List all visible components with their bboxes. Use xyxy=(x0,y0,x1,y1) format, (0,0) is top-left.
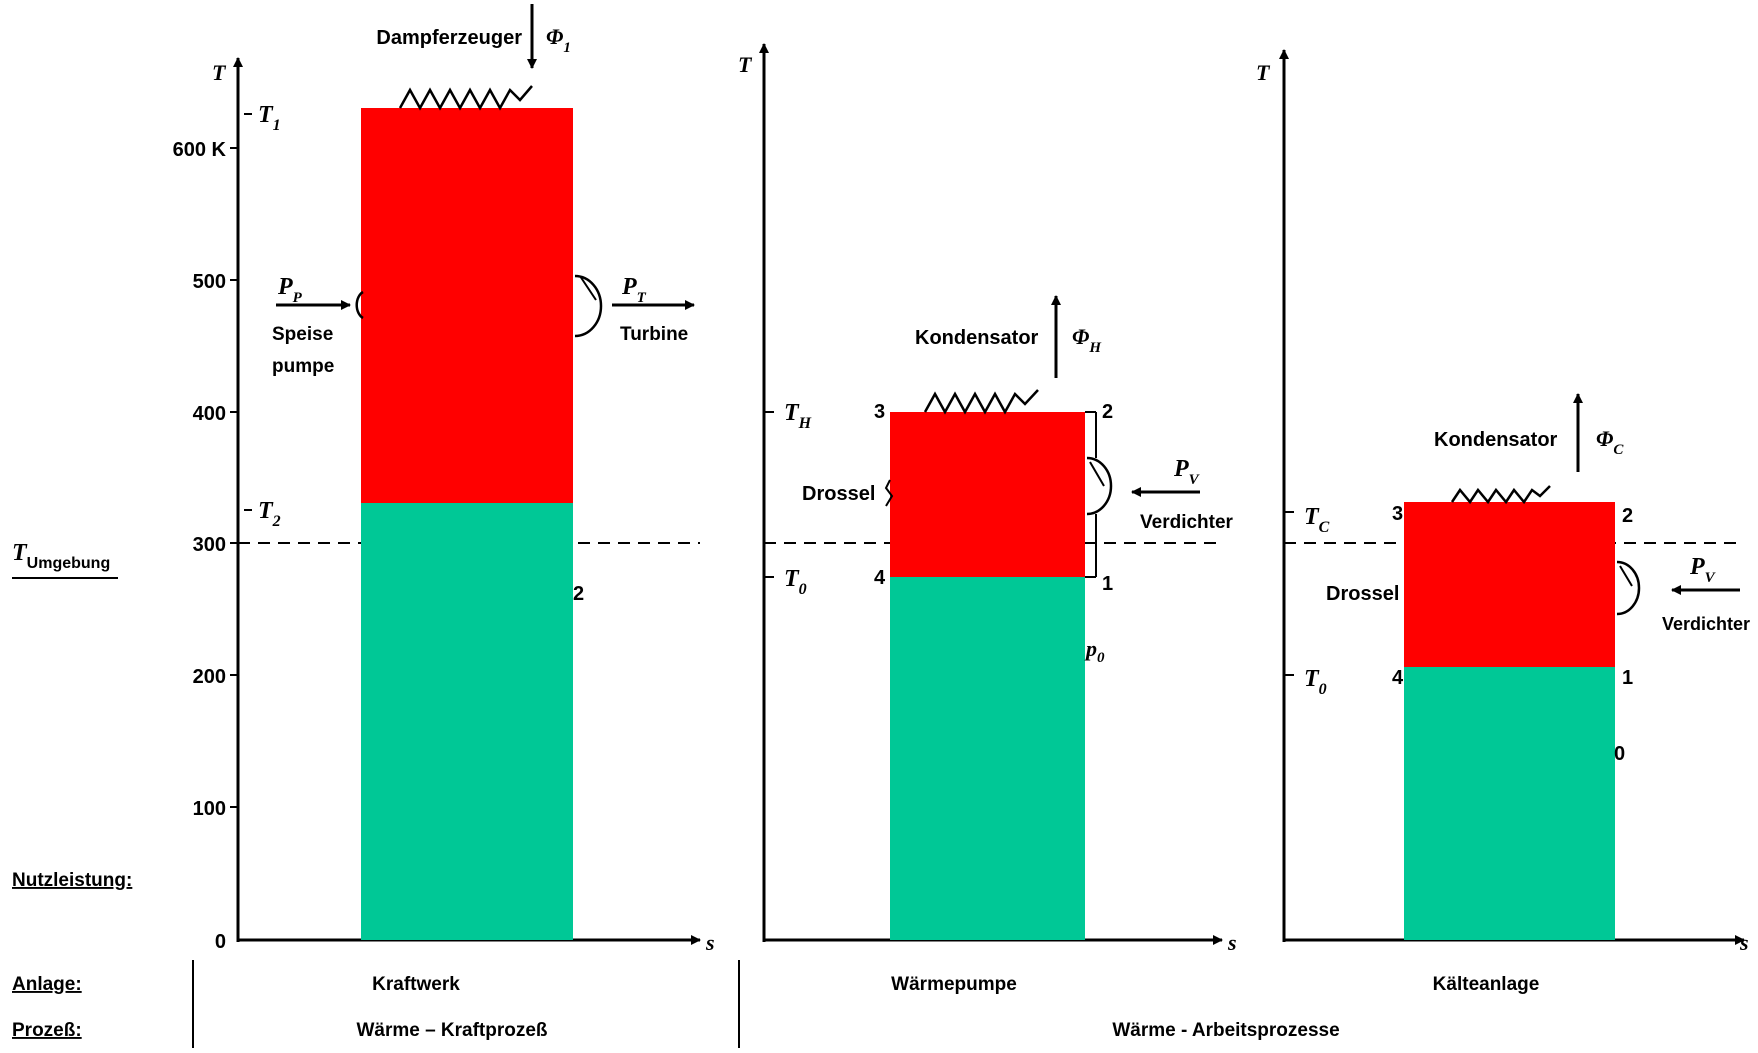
bar-red xyxy=(1404,502,1615,667)
y-tick-label: 300 xyxy=(193,534,226,556)
pt-label: PT xyxy=(621,274,647,306)
bar-red xyxy=(361,108,573,503)
t1-label: T1 xyxy=(258,102,281,134)
pp-label: PP xyxy=(277,274,303,306)
t-axis-label: T xyxy=(1256,60,1271,85)
condenser-label: Kondensator xyxy=(915,327,1039,349)
t-axis-label: T xyxy=(212,60,227,85)
anlage-label: Anlage: xyxy=(12,974,82,995)
process-2-label: Wärme - Arbeitsprozesse xyxy=(1112,1020,1339,1041)
panel-kaelteanlage: T s TC T0 Kondensator ΦC Drossel PV Verd… xyxy=(1256,49,1750,955)
y-tick-label: 600 K xyxy=(173,139,227,161)
state-label: 0 xyxy=(1614,743,1625,765)
y-ticks xyxy=(230,113,252,808)
y-tick-label: 0 xyxy=(215,931,226,953)
phi1-label: Φ1 xyxy=(546,24,571,56)
p0-label: p0 xyxy=(1084,636,1105,666)
panel-kraftwerk: T s 600 K 500 400 300 200 100 0 T1 T2 xyxy=(173,4,715,955)
prozess-label: Prozeß: xyxy=(12,1020,82,1041)
t0-label: T0 xyxy=(784,566,807,598)
turbine-symbol xyxy=(574,274,603,338)
nutzleistung-label: Nutzleistung: xyxy=(12,870,132,891)
throttle-label: Drossel xyxy=(802,483,875,505)
state-point-1: 1 xyxy=(1102,573,1113,595)
s-axis-label: s xyxy=(1739,930,1749,955)
y-tick-label: 200 xyxy=(193,666,226,688)
state-point-2: 2 xyxy=(1102,401,1113,423)
t2-label: T2 xyxy=(258,498,281,530)
tc-label: TC xyxy=(1304,504,1330,536)
t-axis-label: T xyxy=(738,52,753,77)
pump-symbol xyxy=(355,290,364,320)
left-labels: TUmgebung Nutzleistung: Anlage: Prozeß: xyxy=(12,540,132,1041)
state-point-2: 2 xyxy=(1622,505,1633,527)
state-point-3: 3 xyxy=(1392,503,1403,525)
heater-zigzag xyxy=(398,85,533,111)
s-axis-label: s xyxy=(705,930,715,955)
panel-waermepumpe: T s TH T0 Kondensator ΦH Drossel PV Verd… xyxy=(738,43,1237,955)
bar-green xyxy=(1404,667,1615,940)
throttle-symbol xyxy=(884,479,894,507)
condenser-label: Kondensator xyxy=(1434,429,1558,451)
phi-h-label: ΦH xyxy=(1072,324,1102,356)
turbine-label: Turbine xyxy=(620,324,688,345)
kraftwerk-label: Kraftwerk xyxy=(372,974,460,995)
state-point-4: 4 xyxy=(1392,667,1404,689)
bar-green xyxy=(890,577,1085,940)
process-1-label: Wärme – Kraftprozeß xyxy=(356,1020,547,1041)
bar-red xyxy=(890,412,1085,577)
bar-green xyxy=(361,503,573,940)
y-tick-label: 500 xyxy=(193,271,226,293)
s-axis-label: s xyxy=(1227,930,1237,955)
phi-c-label: ΦC xyxy=(1596,426,1624,458)
th-label: TH xyxy=(784,400,812,432)
state-point-1: 1 xyxy=(1622,667,1633,689)
y-tick-label: 100 xyxy=(193,798,226,820)
t-environment-label: TUmgebung xyxy=(12,540,110,572)
pump-label-1: Speise xyxy=(272,324,333,345)
pv-label: PV xyxy=(1689,554,1717,586)
compressor-label: Verdichter xyxy=(1140,512,1234,533)
throttle-label: Drossel xyxy=(1326,583,1399,605)
pv-label: PV xyxy=(1173,456,1201,488)
state-point-4: 4 xyxy=(874,567,886,589)
condenser-zigzag xyxy=(923,389,1039,415)
condenser-zigzag xyxy=(1450,485,1551,505)
state-point-3: 3 xyxy=(874,401,885,423)
compressor-label: Verdichter xyxy=(1662,614,1750,634)
compressor-symbol xyxy=(1616,560,1641,616)
t0-label: T0 xyxy=(1304,666,1327,698)
steam-generator-label: Dampferzeuger xyxy=(376,27,522,49)
waermepumpe-label: Wärmepumpe xyxy=(891,974,1017,995)
kaelteanlage-label: Kälteanlage xyxy=(1433,974,1540,995)
y-tick-label: 400 xyxy=(193,403,226,425)
pump-label-2: pumpe xyxy=(272,356,334,377)
state-point: 2 xyxy=(573,583,584,605)
bottom-labels: Kraftwerk Wärmepumpe Kälteanlage Wärme –… xyxy=(192,960,1540,1048)
compressor-symbol xyxy=(1086,456,1113,516)
